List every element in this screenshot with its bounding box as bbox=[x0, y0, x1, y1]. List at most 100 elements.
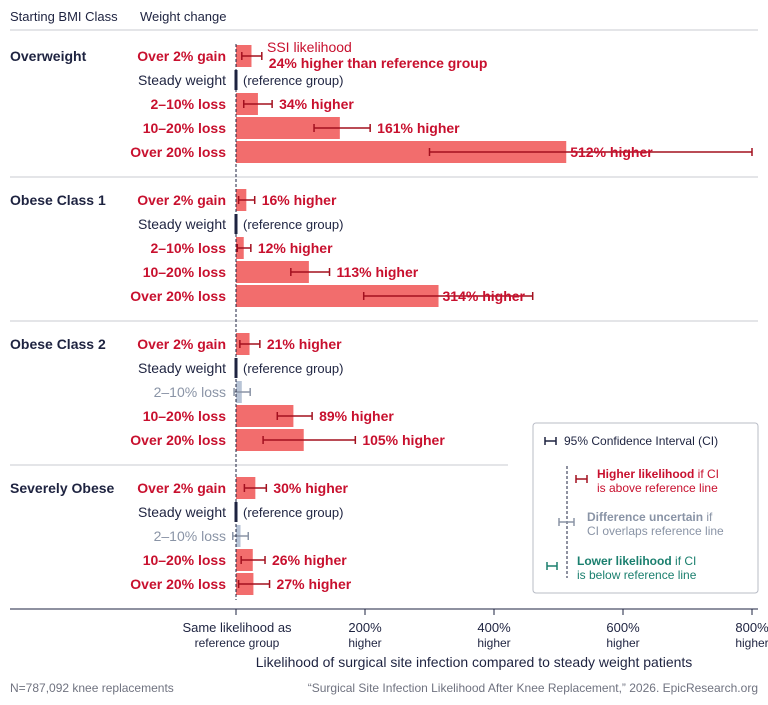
x-tick-sublabel: reference group bbox=[195, 636, 280, 650]
reference-label: (reference group) bbox=[243, 73, 343, 88]
x-tick-sublabel: higher bbox=[348, 636, 381, 650]
row-label: Over 2% gain bbox=[137, 480, 226, 496]
legend-higher-line2: is above reference line bbox=[597, 481, 718, 495]
reference-label: (reference group) bbox=[243, 361, 343, 376]
group-label: Overweight bbox=[10, 48, 87, 64]
ci-whisker bbox=[243, 484, 268, 492]
header-bmi-class: Starting BMI Class bbox=[10, 9, 118, 24]
bar-row: 2–10% loss bbox=[154, 381, 251, 403]
row-label: 10–20% loss bbox=[143, 120, 226, 136]
row-label: 10–20% loss bbox=[143, 408, 226, 424]
row-label: 10–20% loss bbox=[143, 264, 226, 280]
bar-row: 2–10% loss bbox=[154, 525, 250, 547]
bar-row: Over 2% gain 24% higher than reference gr… bbox=[137, 45, 487, 71]
group-0: Overweight Over 2% gain 24% higher than re… bbox=[10, 45, 753, 163]
x-tick-label: 400% bbox=[477, 620, 511, 635]
data-label: 105% higher bbox=[362, 432, 445, 448]
bar bbox=[236, 261, 309, 283]
legend-uncertain-line1: Difference uncertain if bbox=[587, 510, 713, 524]
ci-whisker bbox=[290, 268, 331, 276]
x-tick-label: 800% bbox=[735, 620, 768, 635]
row-label: Over 2% gain bbox=[137, 192, 226, 208]
group-label: Obese Class 1 bbox=[10, 192, 106, 208]
data-label: 314% higher bbox=[443, 288, 526, 304]
group-3: Severely Obese Over 2% gain 30% higher Stea… bbox=[10, 477, 352, 595]
reference-marker bbox=[234, 358, 238, 378]
legend-higher-icon bbox=[575, 475, 588, 483]
bar-row: Steady weight (reference group) bbox=[138, 358, 343, 378]
x-tick-sublabel: higher bbox=[606, 636, 639, 650]
plot-area: Overweight Over 2% gain 24% higher than re… bbox=[10, 39, 758, 600]
legend-higher-line1: Higher likelihood if CI bbox=[597, 467, 719, 481]
row-label: 2–10% loss bbox=[151, 240, 227, 256]
bar-row: 10–20% loss 113% higher bbox=[143, 261, 419, 283]
ci-whisker bbox=[240, 556, 266, 564]
row-label: 2–10% loss bbox=[154, 528, 226, 544]
row-label: 2–10% loss bbox=[151, 96, 227, 112]
row-label: Over 2% gain bbox=[137, 48, 226, 64]
legend-ci-icon bbox=[544, 437, 557, 445]
row-label: Steady weight bbox=[138, 216, 226, 232]
legend: 95% Confidence Interval (CI) Higher like… bbox=[532, 422, 759, 594]
row-label: Over 20% loss bbox=[130, 288, 226, 304]
row-label: Steady weight bbox=[138, 72, 226, 88]
data-label: 21% higher bbox=[267, 336, 342, 352]
ci-whisker bbox=[237, 196, 256, 204]
data-label: 512% higher bbox=[570, 144, 653, 160]
data-label: 161% higher bbox=[377, 120, 460, 136]
legend-box bbox=[532, 422, 759, 594]
bar bbox=[236, 141, 567, 163]
row-label: Steady weight bbox=[138, 504, 226, 520]
bar-row: Over 2% gain 30% higher bbox=[137, 477, 349, 499]
footer-sample-size: N=787,092 knee replacements bbox=[10, 681, 174, 695]
data-label: 16% higher bbox=[262, 192, 337, 208]
group-label: Obese Class 2 bbox=[10, 336, 106, 352]
ci-whisker bbox=[313, 124, 371, 132]
bar-row: Steady weight (reference group) bbox=[138, 502, 343, 522]
bar bbox=[236, 285, 439, 307]
group-2: Obese Class 2 Over 2% gain 21% higher Stead… bbox=[10, 333, 445, 451]
bar-row: Steady weight (reference group) bbox=[138, 70, 343, 90]
row-label: Over 20% loss bbox=[130, 576, 226, 592]
x-tick-label: 600% bbox=[606, 620, 640, 635]
ci-whisker bbox=[362, 292, 534, 300]
row-label: Over 20% loss bbox=[130, 144, 226, 160]
ci-whisker bbox=[262, 436, 357, 444]
bar-row: 2–10% loss 34% higher bbox=[151, 93, 354, 115]
annotation-ssi-likelihood: SSI likelihood bbox=[267, 39, 352, 55]
x-tick-label: Same likelihood as bbox=[182, 620, 292, 635]
ci-whisker bbox=[236, 244, 252, 252]
bar-row: Steady weight (reference group) bbox=[138, 214, 343, 234]
data-label: 24% higher than reference group bbox=[269, 55, 488, 71]
ci-whisker bbox=[239, 340, 261, 348]
data-label: 89% higher bbox=[319, 408, 394, 424]
ci-whisker bbox=[232, 532, 250, 540]
data-label: 26% higher bbox=[272, 552, 347, 568]
bar-row: Over 20% loss 512% higher bbox=[130, 141, 753, 163]
legend-lower-line2: is below reference line bbox=[577, 568, 697, 582]
x-axis-title: Likelihood of surgical site infection co… bbox=[256, 654, 693, 670]
ci-whisker bbox=[237, 580, 271, 588]
footer-citation: “Surgical Site Infection Likelihood Afte… bbox=[308, 681, 758, 695]
data-label: 27% higher bbox=[277, 576, 352, 592]
bar bbox=[236, 405, 294, 427]
row-label: 10–20% loss bbox=[143, 552, 226, 568]
data-label: 30% higher bbox=[273, 480, 348, 496]
bar-row: Over 20% loss 27% higher bbox=[130, 573, 352, 595]
bar bbox=[236, 117, 340, 139]
group-label: Severely Obese bbox=[10, 480, 115, 496]
row-label: 2–10% loss bbox=[154, 384, 226, 400]
reference-label: (reference group) bbox=[243, 217, 343, 232]
row-label: Steady weight bbox=[138, 360, 226, 376]
group-1: Obese Class 1 Over 2% gain 16% higher Stead… bbox=[10, 189, 534, 307]
legend-uncertain-icon bbox=[558, 518, 575, 526]
row-label: Over 20% loss bbox=[130, 432, 226, 448]
bar-row: Over 20% loss 314% higher bbox=[130, 285, 534, 307]
x-tick-sublabel: higher bbox=[477, 636, 510, 650]
ci-whisker bbox=[233, 388, 251, 396]
data-label: 34% higher bbox=[279, 96, 354, 112]
legend-lower-line1: Lower likelihood if CI bbox=[577, 554, 696, 568]
data-label: 113% higher bbox=[337, 264, 419, 280]
